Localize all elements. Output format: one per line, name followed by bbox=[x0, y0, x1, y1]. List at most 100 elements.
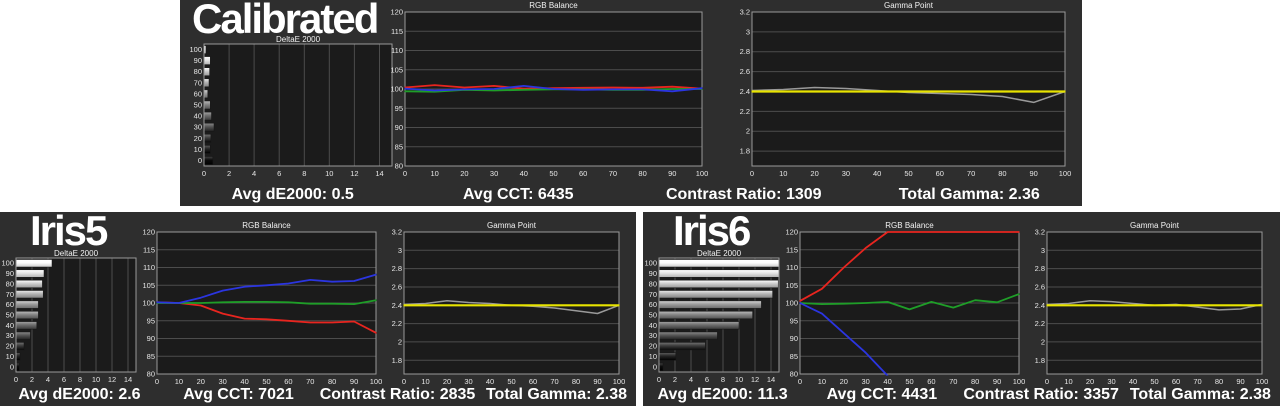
svg-text:8: 8 bbox=[302, 169, 306, 178]
svg-text:40: 40 bbox=[486, 377, 494, 386]
svg-text:30: 30 bbox=[862, 377, 870, 386]
svg-text:1.8: 1.8 bbox=[740, 147, 750, 156]
svg-text:10: 10 bbox=[92, 375, 100, 384]
svg-text:20: 20 bbox=[443, 377, 451, 386]
svg-text:12: 12 bbox=[350, 169, 358, 178]
svg-text:30: 30 bbox=[1107, 377, 1115, 386]
svg-text:80: 80 bbox=[147, 370, 155, 379]
svg-text:10: 10 bbox=[421, 377, 429, 386]
svg-text:40: 40 bbox=[240, 377, 248, 386]
svg-text:60: 60 bbox=[649, 300, 657, 309]
svg-text:50: 50 bbox=[905, 377, 913, 386]
svg-text:30: 30 bbox=[649, 331, 657, 340]
svg-text:100: 100 bbox=[142, 299, 155, 308]
stats-row: Avg dE2000: 0.5 Avg CCT: 6435 Contrast R… bbox=[180, 186, 1082, 204]
svg-text:2.8: 2.8 bbox=[1035, 264, 1045, 273]
svg-text:80: 80 bbox=[649, 279, 657, 288]
deltae2000-chart: 0 2 4 6 8 10 12 141009080706050403020100DeltaE … bbox=[189, 35, 393, 178]
svg-text:30: 30 bbox=[464, 377, 472, 386]
svg-text:70: 70 bbox=[194, 78, 202, 87]
svg-text:10: 10 bbox=[194, 145, 202, 154]
stat-total-gamma: Total Gamma: 2.38 bbox=[1129, 386, 1271, 403]
svg-text:60: 60 bbox=[579, 169, 587, 178]
svg-text:3.2: 3.2 bbox=[392, 228, 402, 237]
svg-text:80: 80 bbox=[1215, 377, 1223, 386]
svg-text:105: 105 bbox=[142, 281, 155, 290]
svg-text:90: 90 bbox=[593, 377, 601, 386]
svg-text:2.4: 2.4 bbox=[392, 301, 402, 310]
svg-text:2.4: 2.4 bbox=[1035, 301, 1045, 310]
rgb-balance-chart: 80 85 90 95 100 105 110 115 120 0 10 20 30 40 50 60 70 80… bbox=[390, 1, 709, 178]
svg-text:10: 10 bbox=[431, 169, 439, 178]
svg-text:70: 70 bbox=[609, 169, 617, 178]
svg-text:90: 90 bbox=[194, 56, 202, 65]
svg-text:90: 90 bbox=[6, 269, 14, 278]
svg-text:60: 60 bbox=[927, 377, 935, 386]
panel-iris6: Iris6 0 2 4 6 8 10 12 14 100 90 80 70 60 50 40 30 20 10 0 D… bbox=[643, 210, 1280, 406]
svg-text:30: 30 bbox=[490, 169, 498, 178]
svg-text:0: 0 bbox=[402, 377, 406, 386]
svg-text:95: 95 bbox=[790, 316, 798, 325]
svg-text:6: 6 bbox=[277, 169, 281, 178]
svg-text:3: 3 bbox=[1041, 246, 1045, 255]
svg-text:2: 2 bbox=[1041, 337, 1045, 346]
rgb-balance-chart: 80 85 90 95 100 105 110 115 120 0 10 20 30 40 50 60 70 80… bbox=[142, 221, 382, 386]
svg-text:DeltaE 2000: DeltaE 2000 bbox=[697, 249, 742, 258]
panel-calibrated: Calibrated 0 2 4 6 8 10 12 14 100 90 80 70 60 50 40 30 2… bbox=[180, 0, 1082, 206]
svg-text:70: 70 bbox=[1193, 377, 1201, 386]
svg-text:100: 100 bbox=[1256, 377, 1269, 386]
svg-text:20: 20 bbox=[460, 169, 468, 178]
svg-text:RGB Balance: RGB Balance bbox=[885, 221, 934, 230]
svg-text:80: 80 bbox=[998, 169, 1006, 178]
svg-text:50: 50 bbox=[262, 377, 270, 386]
svg-text:0: 0 bbox=[1045, 377, 1049, 386]
svg-text:40: 40 bbox=[194, 112, 202, 121]
gamma-point-chart: 1.8 2 2.2 2.4 2.6 2.8 3 3.2 0 10 20 30 40 50 60 70 80 90 1… bbox=[740, 1, 1072, 178]
svg-text:3.2: 3.2 bbox=[740, 8, 750, 17]
svg-text:4: 4 bbox=[689, 375, 693, 384]
stats-row: Avg dE2000: 11.3 Avg CCT: 4431 Contrast … bbox=[643, 386, 1280, 404]
svg-text:115: 115 bbox=[391, 27, 403, 36]
svg-text:20: 20 bbox=[810, 169, 818, 178]
svg-text:30: 30 bbox=[842, 169, 850, 178]
svg-text:6: 6 bbox=[62, 375, 66, 384]
stat-avg-cct: Avg CCT: 7021 bbox=[183, 386, 294, 403]
svg-text:90: 90 bbox=[649, 269, 657, 278]
svg-text:20: 20 bbox=[194, 134, 202, 143]
svg-text:3: 3 bbox=[746, 27, 750, 36]
svg-text:70: 70 bbox=[949, 377, 957, 386]
svg-text:2.8: 2.8 bbox=[740, 47, 750, 56]
svg-text:2.8: 2.8 bbox=[392, 264, 402, 273]
svg-text:2: 2 bbox=[673, 375, 677, 384]
stat-avg-cct: Avg CCT: 6435 bbox=[462, 186, 574, 203]
svg-text:10: 10 bbox=[779, 169, 787, 178]
svg-text:50: 50 bbox=[1150, 377, 1158, 386]
stat-contrast-ratio: Contrast Ratio: 2835 bbox=[319, 386, 476, 403]
deltae2000-chart: 0 2 4 6 8 10 12 141009080706050403020100DeltaE … bbox=[1, 249, 137, 384]
svg-text:Gamma Point: Gamma Point bbox=[487, 221, 537, 230]
svg-text:100: 100 bbox=[1059, 169, 1072, 178]
svg-text:50: 50 bbox=[507, 377, 515, 386]
svg-text:14: 14 bbox=[375, 169, 383, 178]
svg-text:RGB Balance: RGB Balance bbox=[529, 1, 578, 10]
svg-text:3.2: 3.2 bbox=[1035, 228, 1045, 237]
svg-text:0: 0 bbox=[653, 362, 657, 371]
svg-text:80: 80 bbox=[572, 377, 580, 386]
svg-text:0: 0 bbox=[750, 169, 754, 178]
svg-text:100: 100 bbox=[1, 259, 14, 268]
svg-text:30: 30 bbox=[194, 123, 202, 132]
svg-text:80: 80 bbox=[6, 279, 14, 288]
svg-text:100: 100 bbox=[189, 45, 202, 54]
svg-text:50: 50 bbox=[649, 311, 657, 320]
svg-text:20: 20 bbox=[6, 342, 14, 351]
svg-text:14: 14 bbox=[124, 375, 132, 384]
gamma-point-chart: 1.8 2 2.2 2.4 2.6 2.8 3 3.2 0 10 20 30 40 50 60 70 80 90 1… bbox=[392, 221, 626, 386]
svg-text:60: 60 bbox=[1172, 377, 1180, 386]
svg-text:80: 80 bbox=[328, 377, 336, 386]
svg-text:100: 100 bbox=[696, 169, 709, 178]
svg-text:40: 40 bbox=[520, 169, 528, 178]
svg-text:70: 70 bbox=[550, 377, 558, 386]
svg-text:0: 0 bbox=[198, 156, 202, 165]
svg-text:0: 0 bbox=[202, 169, 206, 178]
svg-text:80: 80 bbox=[790, 370, 798, 379]
